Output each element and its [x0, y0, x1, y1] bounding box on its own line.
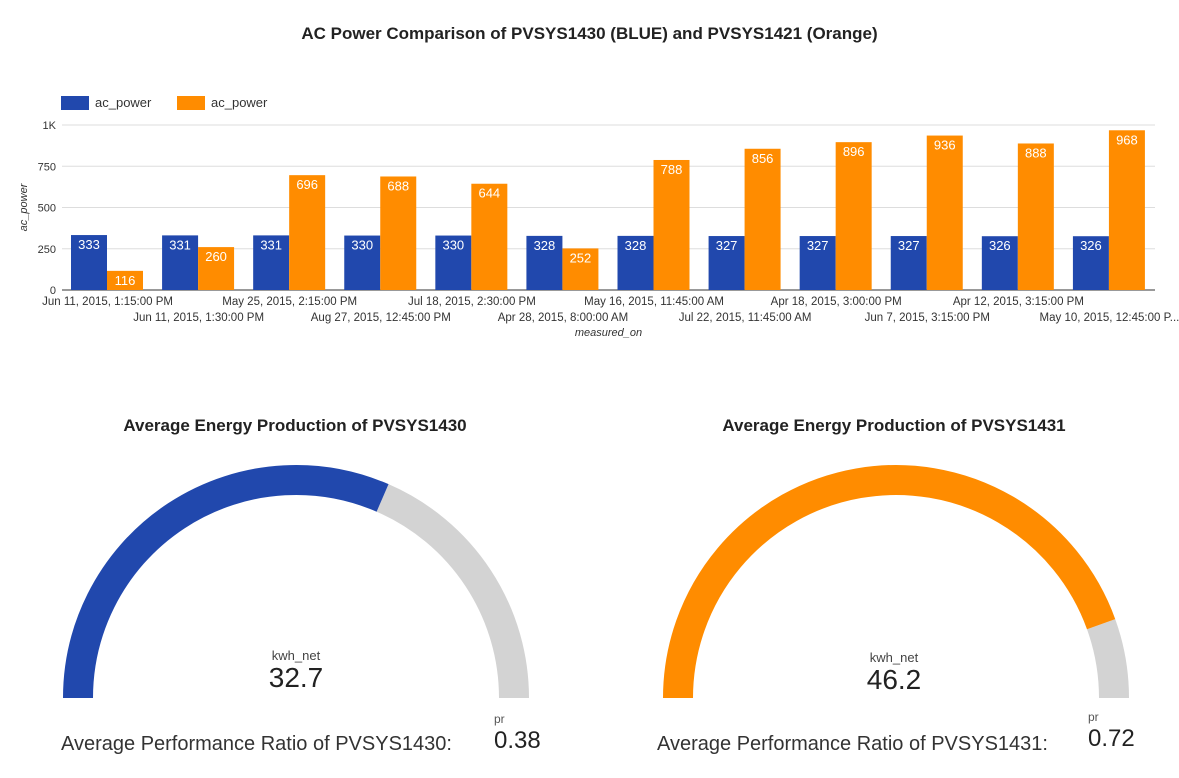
bar: [926, 135, 963, 290]
y-tick-label: 250: [38, 244, 56, 256]
bar: [526, 235, 563, 290]
bar: [617, 235, 654, 290]
x-tick-label: Aug 27, 2015, 12:45:00 PM: [311, 312, 451, 324]
legend-item-series-1[interactable]: ac_power: [61, 95, 151, 110]
y-tick-label: 0: [50, 285, 56, 297]
gauge-pvsys1431: [663, 465, 1129, 699]
data-label: 936: [934, 138, 956, 153]
gauge-track: [1086, 619, 1129, 699]
data-label: 888: [1025, 145, 1047, 160]
bar: [1108, 130, 1145, 290]
legend-label: ac_power: [95, 95, 152, 110]
x-tick-label: May 25, 2015, 2:15:00 PM: [222, 296, 357, 308]
pr-caption-pvsys1431: Average Performance Ratio of PVSYS1431:: [657, 733, 1048, 755]
data-label: 326: [1080, 238, 1102, 253]
data-label: 644: [478, 186, 500, 201]
bar: [471, 183, 508, 290]
bar: [835, 142, 872, 290]
bar: [71, 235, 107, 290]
data-label: 331: [260, 237, 282, 252]
data-label: 327: [716, 238, 738, 253]
gauge-fill: [63, 465, 389, 699]
bar: [562, 248, 599, 290]
y-tick-label: 500: [38, 203, 56, 215]
data-label: 968: [1116, 132, 1138, 147]
bar: [253, 235, 290, 290]
data-label: 260: [205, 249, 227, 264]
bar: [708, 236, 745, 290]
data-label: 688: [387, 178, 409, 193]
y-tick-label: 750: [38, 161, 56, 173]
data-label: 331: [169, 237, 191, 252]
pr-value: 0.38: [494, 727, 541, 754]
gauge-label: kwh_net: [869, 650, 919, 665]
gauge-value: 46.2: [866, 664, 922, 695]
legend-swatch-blue: [61, 95, 89, 110]
bar: [890, 236, 927, 290]
bar: [1017, 143, 1054, 290]
bar: [799, 236, 836, 290]
y-tick-label: 1K: [43, 120, 57, 132]
bar: [162, 235, 199, 290]
chart-title: AC Power Comparison of PVSYS1430 (BLUE) …: [301, 24, 878, 43]
bar: [107, 270, 143, 290]
data-label: 327: [898, 238, 920, 253]
gauge-fill: [663, 465, 1116, 699]
x-axis-title: measured_on: [575, 327, 642, 339]
pr-value: 0.72: [1088, 725, 1135, 752]
data-label: 788: [661, 162, 683, 177]
data-label: 696: [296, 177, 318, 192]
x-tick-label: Jun 11, 2015, 1:30:00 PM: [133, 312, 264, 324]
bar-chart: 0 250 500 750 1K 333 331 331 330 330 328 328 327 327 3…: [18, 120, 1179, 339]
data-label: 330: [351, 238, 373, 253]
bar: [289, 175, 326, 290]
pr-label: pr: [494, 712, 505, 726]
x-tick-label: Jun 11, 2015, 1:15:00 PM: [42, 296, 173, 308]
data-label: 326: [989, 238, 1011, 253]
data-label: 327: [807, 238, 829, 253]
bar: [981, 236, 1018, 290]
gauge-pvsys1430: [63, 465, 529, 699]
data-label: 328: [534, 238, 556, 253]
x-tick-label: Jul 22, 2015, 11:45:00 AM: [679, 312, 812, 324]
legend-label: ac_power: [211, 95, 268, 110]
x-tick-label: Jul 18, 2015, 2:30:00 PM: [408, 296, 536, 308]
gauge-title-pvsys1430: Average Energy Production of PVSYS1430: [123, 416, 467, 435]
pr-label: pr: [1088, 710, 1099, 724]
legend-item-series-2[interactable]: ac_power: [177, 95, 267, 110]
gauge-label: kwh_net: [271, 648, 321, 663]
x-tick-label: Apr 18, 2015, 3:00:00 PM: [771, 296, 902, 308]
data-label: 330: [442, 238, 464, 253]
bar: [435, 235, 472, 290]
x-tick-label: Apr 28, 2015, 8:00:00 AM: [498, 312, 628, 324]
data-label: 896: [843, 144, 865, 159]
bar: [1072, 236, 1109, 290]
bar: [198, 247, 235, 290]
y-axis-title: ac_power: [18, 182, 30, 231]
x-tick-label: Jun 7, 2015, 3:15:00 PM: [865, 312, 990, 324]
x-tick-label: May 10, 2015, 12:45:00 P...: [1040, 312, 1179, 324]
pr-caption-pvsys1430: Average Performance Ratio of PVSYS1430:: [61, 733, 452, 755]
legend-swatch-orange: [177, 95, 205, 110]
data-label: 252: [570, 250, 592, 265]
bar: [344, 235, 381, 290]
x-tick-label: May 16, 2015, 11:45:00 AM: [584, 296, 724, 308]
bar: [744, 148, 781, 290]
data-label: 116: [115, 273, 136, 288]
gauge-title-pvsys1431: Average Energy Production of PVSYS1431: [722, 416, 1066, 435]
bar: [380, 176, 417, 290]
x-tick-label: Apr 12, 2015, 3:15:00 PM: [953, 296, 1084, 308]
bar: [653, 159, 690, 290]
data-label: 328: [625, 238, 647, 253]
data-label: 333: [78, 237, 100, 252]
data-label: 856: [752, 151, 774, 166]
gauge-track: [376, 484, 529, 699]
gauge-value: 32.7: [268, 662, 324, 693]
